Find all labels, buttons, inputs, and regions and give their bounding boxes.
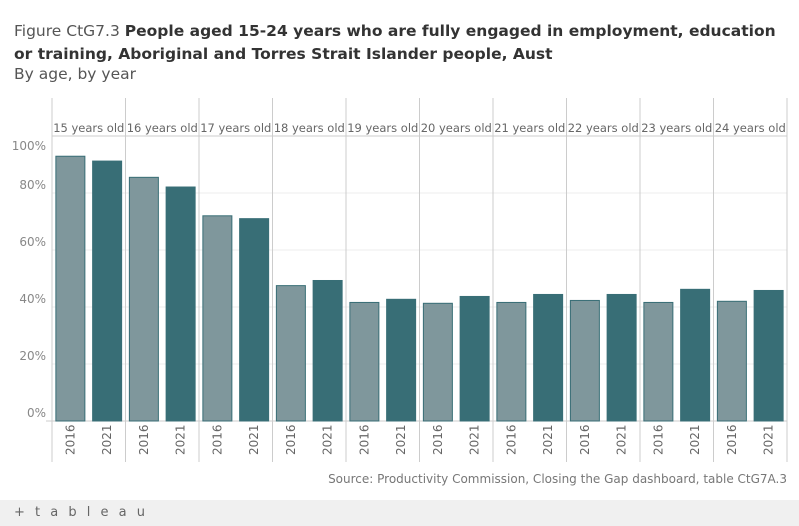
bar-22-2021	[606, 293, 637, 422]
x-tick-label: 2021	[468, 424, 482, 455]
bar-20-2016	[422, 302, 453, 422]
bar-15-2016	[55, 155, 86, 422]
panel-label: 18 years old	[274, 121, 345, 135]
source-note: Source: Productivity Commission, Closing…	[328, 472, 787, 486]
x-tick-label: 2016	[725, 424, 739, 455]
x-tick-label: 2021	[688, 424, 702, 455]
y-tick-label: 100%	[12, 139, 46, 153]
bar-24-2016	[716, 300, 747, 422]
y-tick-label: 20%	[19, 349, 46, 363]
tableau-logo[interactable]: + t a b l e a u	[14, 505, 148, 520]
x-tick-label: 2016	[431, 424, 445, 455]
bar-18-2021	[312, 279, 343, 422]
x-tick-label: 2021	[394, 424, 408, 455]
figure-number: Figure CtG7.3	[14, 22, 120, 40]
bar-23-2021	[680, 288, 711, 422]
panel-label: 17 years old	[200, 121, 271, 135]
panel-label: 15 years old	[53, 121, 124, 135]
bar-19-2016	[349, 301, 380, 422]
x-tick-label: 2016	[210, 424, 224, 455]
x-tick-label: 2021	[100, 424, 114, 455]
y-tick-label: 40%	[19, 292, 46, 306]
bar-24-2021	[753, 289, 784, 422]
chart-title: Figure CtG7.3 People aged 15-24 years wh…	[14, 20, 794, 66]
bar-23-2016	[643, 301, 674, 422]
x-tick-label: 2016	[357, 424, 371, 455]
x-tick-label: 2021	[174, 424, 188, 455]
x-tick-label: 2016	[504, 424, 518, 455]
x-tick-label: 2016	[63, 424, 77, 455]
footer-bar: + t a b l e a u	[0, 500, 799, 526]
bar-21-2016	[496, 301, 527, 422]
bar-20-2021	[459, 295, 490, 422]
bar-17-2021	[239, 218, 270, 422]
x-tick-label: 2016	[137, 424, 151, 455]
x-tick-label: 2021	[615, 424, 629, 455]
x-tick-label: 2021	[321, 424, 335, 455]
bar-22-2016	[569, 299, 600, 422]
bar-16-2016	[128, 176, 159, 422]
x-tick-label: 2016	[651, 424, 665, 455]
y-tick-label: 60%	[19, 235, 46, 249]
panel-label: 21 years old	[494, 121, 565, 135]
title-text: People aged 15-24 years who are fully en…	[14, 22, 776, 63]
panel-label: 20 years old	[421, 121, 492, 135]
x-tick-label: 2021	[541, 424, 555, 455]
bar-21-2021	[533, 293, 564, 422]
panel-label: 16 years old	[127, 121, 198, 135]
chart-subtitle: By age, by year	[14, 65, 136, 83]
x-tick-label: 2021	[762, 424, 776, 455]
y-tick-label: 80%	[19, 178, 46, 192]
y-tick-label: 0%	[27, 406, 46, 420]
x-tick-label: 2021	[247, 424, 261, 455]
bar-17-2016	[202, 215, 233, 422]
panel-label: 24 years old	[715, 121, 786, 135]
x-tick-label: 2016	[578, 424, 592, 455]
panel-label: 22 years old	[568, 121, 639, 135]
bar-chart: 0% 20% 40% 60% 80% 100% 15 years old 2016 2021 16…	[12, 98, 788, 462]
bar-15-2021	[92, 160, 123, 422]
bar-18-2016	[275, 285, 306, 422]
x-tick-label: 2016	[284, 424, 298, 455]
panel-label: 19 years old	[347, 121, 418, 135]
bar-16-2021	[165, 186, 196, 422]
panel-label: 23 years old	[641, 121, 712, 135]
bar-19-2021	[386, 298, 417, 422]
